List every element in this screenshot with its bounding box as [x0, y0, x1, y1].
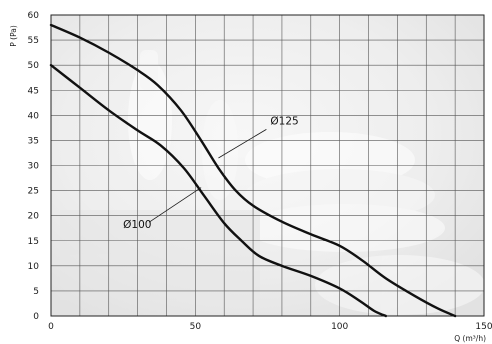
series-label: Ø100 — [123, 219, 151, 231]
y-tick-label: 30 — [28, 162, 40, 172]
backdrop-shape — [202, 100, 238, 200]
series-label: Ø125 — [270, 115, 298, 127]
x-tick-labels: 0 50 100 150 — [48, 322, 492, 332]
x-tick-label: 100 — [331, 322, 348, 332]
y-tick-label: 45 — [28, 86, 39, 96]
axes — [50, 14, 485, 317]
plot-frame — [50, 14, 485, 317]
series-labels: Ø125 Ø100 — [123, 115, 299, 231]
backdrop-shape — [315, 255, 485, 315]
y-tick-label: 40 — [28, 111, 40, 121]
y-tick-label: 5 — [33, 287, 39, 297]
label-leader-line — [218, 129, 267, 159]
y-tick-label: 60 — [28, 11, 40, 21]
y-tick-label: 10 — [28, 262, 40, 272]
backdrop-shape — [60, 210, 260, 300]
backdrop-shape — [245, 204, 445, 252]
x-axis-label: Q (m³/h) — [454, 334, 486, 343]
y-tick-label: 55 — [28, 36, 39, 46]
background-photo — [60, 50, 485, 315]
series — [49, 23, 457, 318]
y-tick-labels: 0 5 10 15 20 25 30 35 40 45 50 55 60 — [28, 11, 40, 322]
series-line-d100 — [49, 63, 388, 318]
y-tick-label: 0 — [33, 312, 39, 322]
grid — [50, 14, 485, 317]
x-tick-label: 50 — [190, 322, 202, 332]
y-tick-label: 35 — [28, 136, 39, 146]
y-axis-label: P (Pa) — [9, 25, 18, 47]
series-line-d125 — [49, 23, 457, 318]
label-leader-line — [148, 187, 202, 223]
y-tick-label: 15 — [28, 237, 39, 247]
y-tick-label: 20 — [28, 212, 40, 222]
y-tick-label: 50 — [28, 61, 40, 71]
y-tick-label: 25 — [28, 187, 39, 197]
x-tick-label: 150 — [475, 322, 492, 332]
x-tick-label: 0 — [48, 322, 54, 332]
